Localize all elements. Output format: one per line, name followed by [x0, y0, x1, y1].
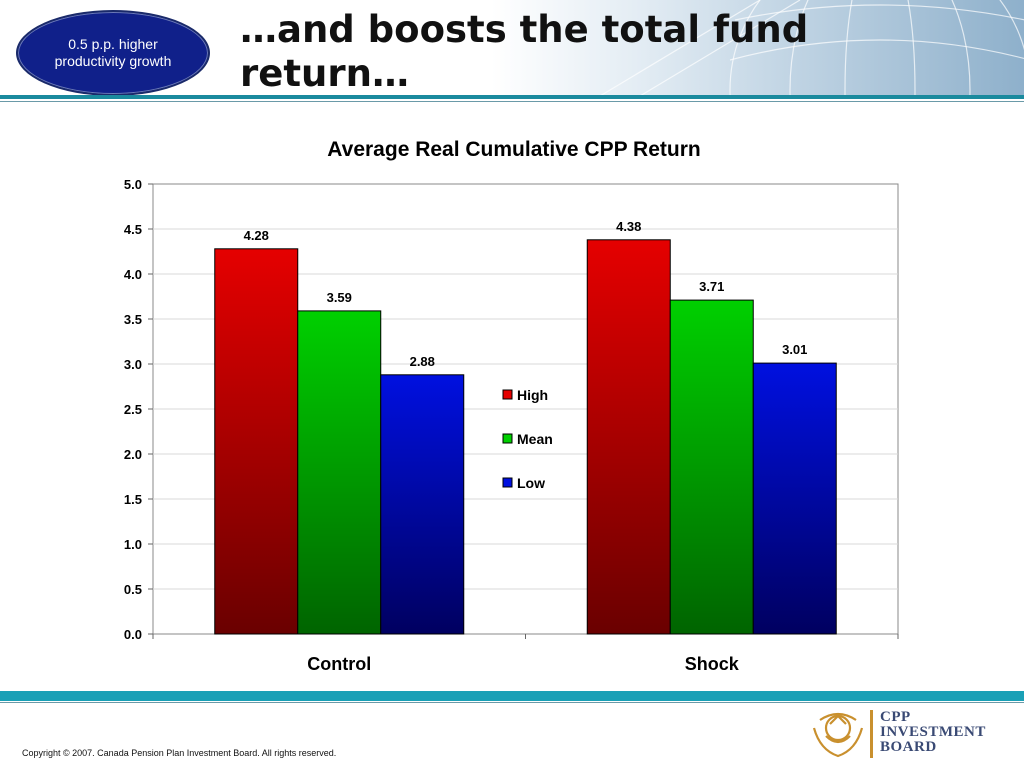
- data-label: 4.28: [244, 228, 269, 243]
- bar-shock-low: [752, 362, 837, 635]
- logo-line-2: INVESTMENT: [880, 724, 986, 740]
- header-divider: [0, 95, 1024, 99]
- y-tick-label: 2.5: [124, 402, 142, 417]
- legend-swatch-mean: [502, 433, 513, 444]
- legend-swatch-low: [502, 477, 513, 488]
- chart-title: Average Real Cumulative CPP Return: [327, 138, 700, 161]
- data-label: 4.38: [616, 219, 641, 234]
- company-logo: CPP INVESTMENT BOARD: [880, 710, 986, 755]
- bar-shock-high: [586, 239, 671, 635]
- maple-leaf-wreath-icon: [812, 712, 864, 758]
- bar-shock-mean: [669, 299, 754, 635]
- header-divider-thin: [0, 101, 1024, 102]
- bar-control-mean: [297, 310, 382, 635]
- x-category-label: Shock: [685, 654, 740, 674]
- y-tick-label: 3.5: [124, 312, 142, 327]
- y-tick-label: 0.0: [124, 627, 142, 642]
- logo-divider: [870, 710, 873, 758]
- slide-title: …and boosts the total fund return…: [240, 8, 809, 95]
- footer-divider: [0, 691, 1024, 701]
- data-label: 3.71: [699, 279, 724, 294]
- y-tick-label: 0.5: [124, 582, 142, 597]
- y-tick-label: 4.0: [124, 267, 142, 282]
- y-tick-label: 4.5: [124, 222, 142, 237]
- y-tick-label: 2.0: [124, 447, 142, 462]
- logo-line-1: CPP: [880, 709, 911, 725]
- bar-chart: Average Real Cumulative CPP Return 0.0 0.…: [124, 138, 899, 674]
- x-category-label: Control: [307, 654, 371, 674]
- bar-control-high: [214, 248, 299, 635]
- globe-graphic-icon: [599, 0, 1024, 96]
- footer-divider-thin: [0, 702, 1024, 703]
- y-tick-label: 3.0: [124, 357, 142, 372]
- data-label: 3.01: [782, 342, 807, 357]
- badge-text: 0.5 p.p. higher productivity growth: [54, 36, 172, 69]
- legend-label-high: High: [517, 387, 548, 403]
- logo-line-3: BOARD: [880, 739, 937, 755]
- data-label: 2.88: [410, 354, 435, 369]
- y-tick-label: 1.0: [124, 537, 142, 552]
- copyright-text: Copyright © 2007. Canada Pension Plan In…: [22, 748, 337, 758]
- legend-label-mean: Mean: [517, 431, 553, 447]
- data-label: 3.59: [327, 290, 352, 305]
- legend-label-low: Low: [517, 475, 545, 491]
- bar-control-low: [380, 374, 465, 635]
- y-tick-label: 1.5: [124, 492, 142, 507]
- y-tick-label: 5.0: [124, 177, 142, 192]
- legend-swatch-high: [502, 389, 513, 400]
